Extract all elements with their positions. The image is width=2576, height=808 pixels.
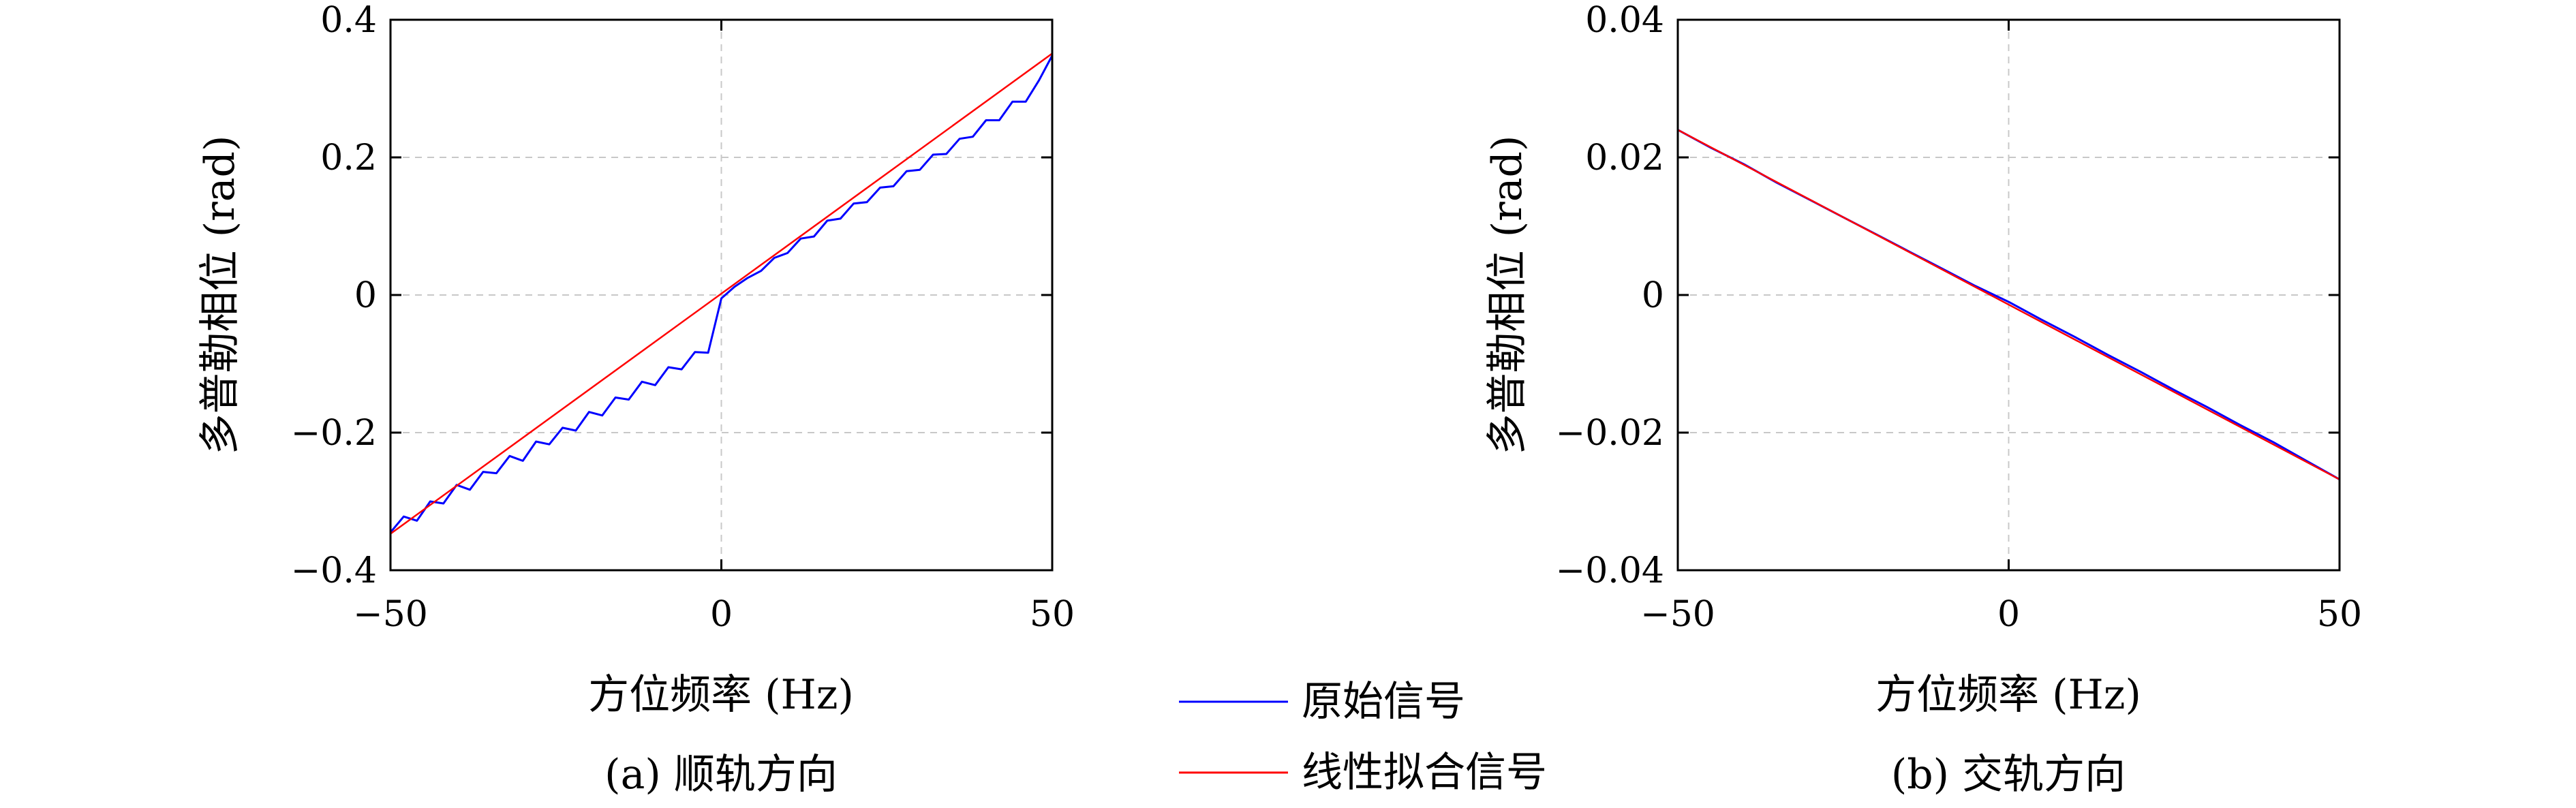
y-tick-label: −0.02 — [1556, 413, 1664, 454]
y-tick-label: 0.4 — [320, 0, 377, 41]
x-axis-label: 方位频率 (Hz) — [1875, 671, 2141, 719]
x-tick-label: −50 — [1640, 594, 1715, 635]
chart-caption: (a) 顺轨方向 — [604, 751, 838, 798]
chart-a-along-track: −50 0 50 −0.4 −0.2 0 0.2 0.4 方位频率 (Hz) 多普勒相位 (rad… — [196, 0, 1075, 798]
y-tick-label: −0.04 — [1556, 550, 1664, 591]
y-tick-label: −0.4 — [291, 550, 377, 591]
y-tick-label: 0.04 — [1585, 0, 1664, 41]
x-axis-label: 方位频率 (Hz) — [588, 671, 854, 719]
y-tick-label: 0.2 — [320, 138, 377, 178]
y-tick-label: 0.02 — [1585, 138, 1664, 178]
legend-label-original-signal: 原始信号 — [1302, 678, 1465, 726]
y-axis-label: 多普勒相位 (rad) — [196, 136, 244, 455]
y-axis-label: 多普勒相位 (rad) — [1484, 136, 1531, 455]
chart-caption: (b) 交轨方向 — [1891, 751, 2126, 798]
x-tick-label: 0 — [710, 594, 733, 635]
x-tick-label: 50 — [2317, 594, 2362, 635]
legend: 原始信号 线性拟合信号 — [1179, 678, 1547, 796]
y-tick-label: 0 — [1642, 275, 1664, 316]
series-line-original-signal — [389, 55, 1054, 533]
series-line-linear-fit — [390, 52, 1053, 535]
chart-b-cross-track: −50 0 50 −0.04 −0.02 0 0.02 0.04 方位频率 (Hz) 多普勒相位 … — [1484, 0, 2362, 798]
x-tick-label: −50 — [353, 594, 428, 635]
series-line-linear-fit — [1677, 129, 2340, 480]
x-tick-label: 50 — [1030, 594, 1075, 635]
y-tick-label: −0.2 — [291, 413, 377, 454]
legend-label-linear-fit: 线性拟合信号 — [1302, 749, 1547, 796]
x-tick-label: 0 — [1997, 594, 2020, 635]
y-tick-label: 0 — [354, 275, 377, 316]
